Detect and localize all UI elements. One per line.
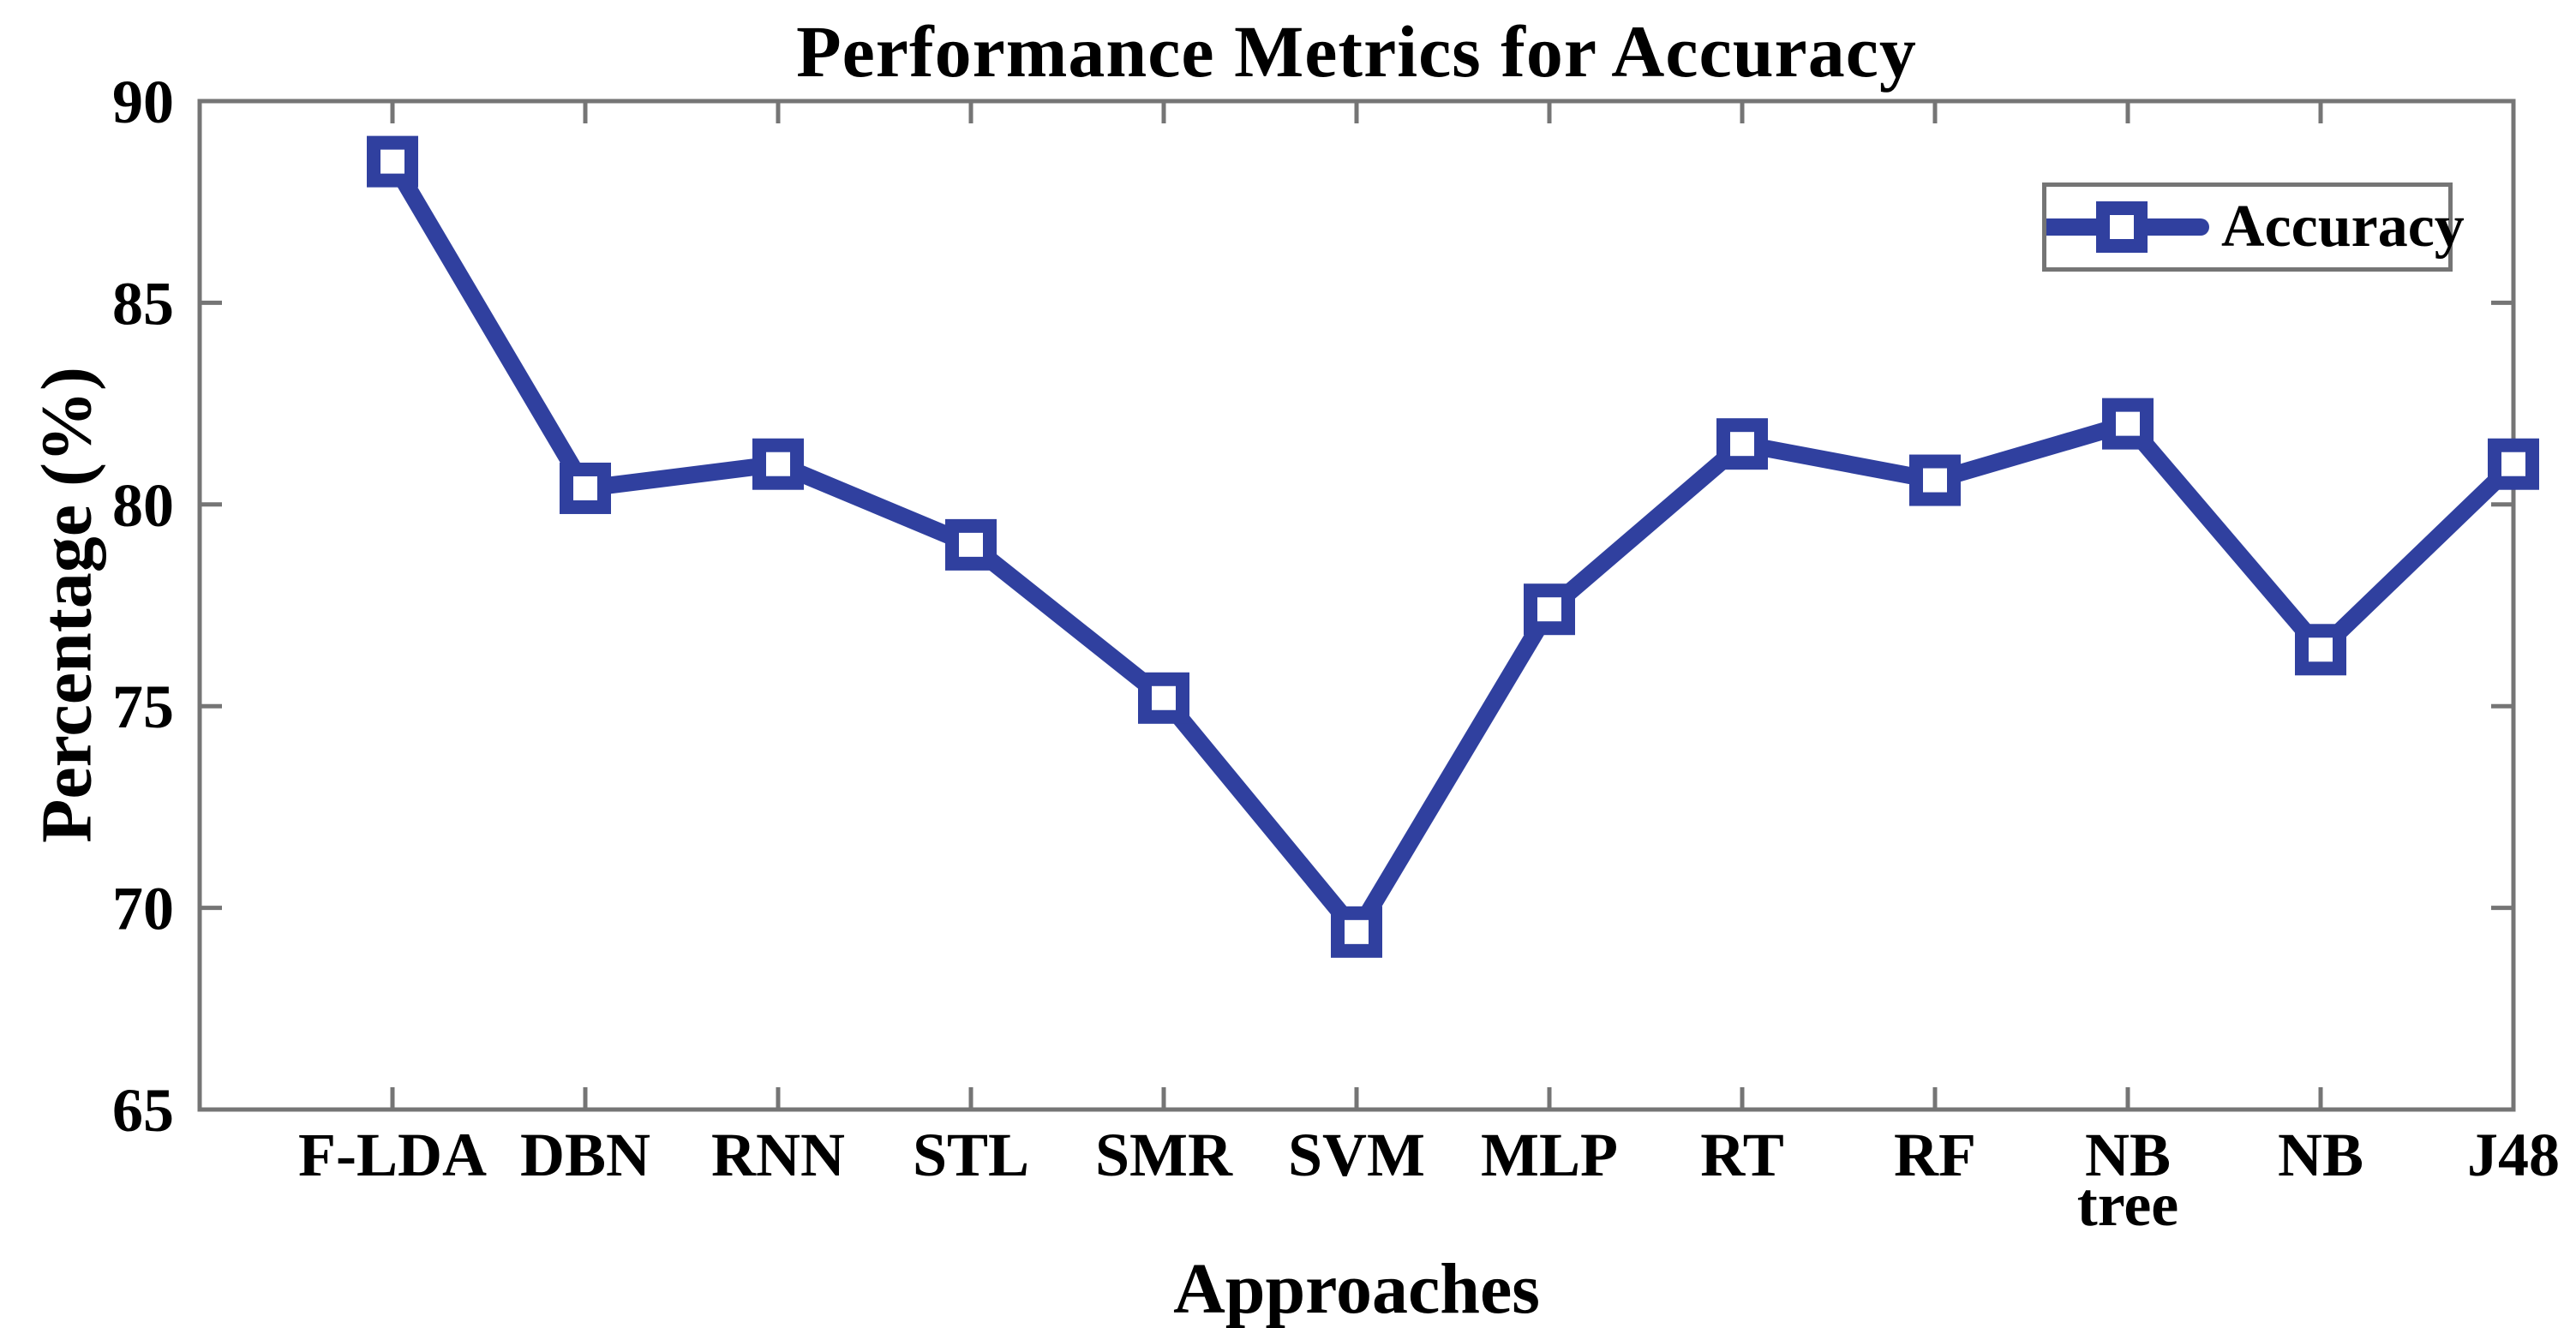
y-tick-label: 75 bbox=[112, 673, 174, 741]
x-category-label: NB tree bbox=[2077, 1121, 2179, 1239]
data-point-marker bbox=[1331, 906, 1382, 958]
x-axis-title: Approaches bbox=[1173, 1249, 1540, 1328]
data-point-marker bbox=[2488, 438, 2539, 490]
x-category-label: MLP bbox=[1481, 1121, 1618, 1189]
accuracy-data-line bbox=[384, 153, 2522, 941]
x-category-label: NB bbox=[2278, 1121, 2363, 1189]
data-point-marker bbox=[1138, 672, 1189, 724]
x-category-label: F-LDA bbox=[298, 1121, 487, 1189]
x-category-label: SVM bbox=[1288, 1121, 1425, 1189]
x-category-label: SMR bbox=[1095, 1121, 1233, 1189]
y-tick-label: 90 bbox=[112, 68, 174, 136]
data-point-marker bbox=[752, 438, 804, 490]
legend-label: Accuracy bbox=[2221, 194, 2465, 260]
data-point-marker bbox=[2295, 624, 2346, 676]
y-tick-label: 80 bbox=[112, 471, 174, 540]
y-tick-label: 85 bbox=[112, 269, 174, 338]
plot-frame bbox=[197, 99, 2516, 1112]
x-category-label: RF bbox=[1894, 1121, 1976, 1189]
x-category-label: RT bbox=[1700, 1121, 1784, 1189]
legend-line-marker-icon bbox=[2046, 201, 2209, 253]
y-tick-label: 70 bbox=[112, 875, 174, 943]
x-category-label: RNN bbox=[711, 1121, 845, 1189]
data-point-marker bbox=[367, 135, 418, 188]
x-category-label: DBN bbox=[520, 1121, 650, 1189]
legend-marker bbox=[2096, 201, 2148, 253]
data-point-marker bbox=[1524, 583, 1575, 636]
data-point-marker bbox=[1716, 418, 1768, 470]
data-point-marker bbox=[2102, 398, 2154, 450]
chart-title: Performance Metrics for Accuracy bbox=[796, 10, 1917, 93]
data-point-marker bbox=[560, 462, 611, 514]
y-axis-title: Percentage (%) bbox=[27, 367, 107, 843]
x-category-label: STL bbox=[913, 1121, 1029, 1189]
data-point-marker bbox=[1909, 454, 1961, 506]
data-point-marker bbox=[945, 518, 997, 571]
y-tick-label: 65 bbox=[112, 1076, 174, 1145]
legend-box: Accuracy bbox=[2042, 182, 2465, 272]
x-category-label: J48 bbox=[2467, 1121, 2560, 1189]
